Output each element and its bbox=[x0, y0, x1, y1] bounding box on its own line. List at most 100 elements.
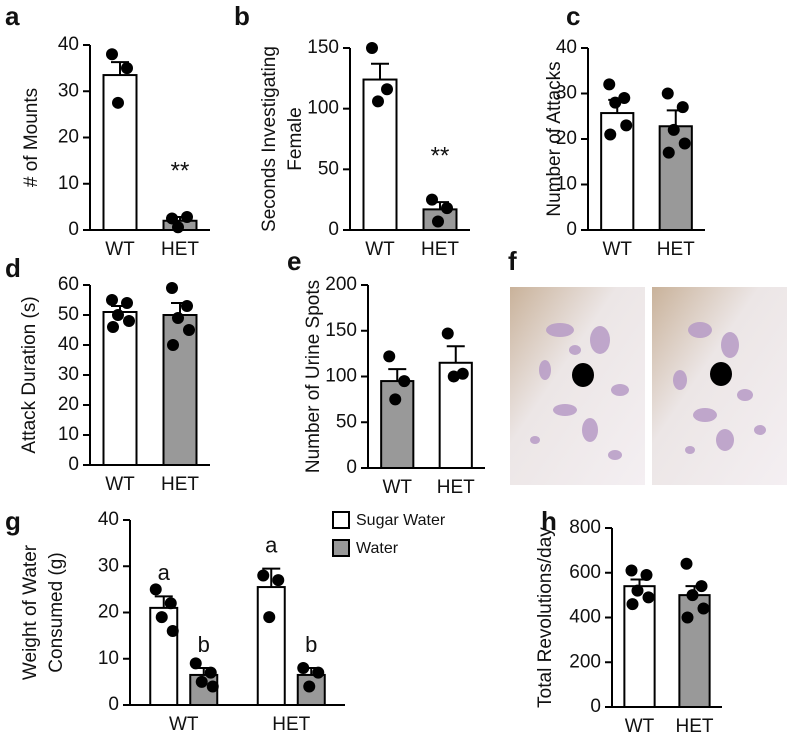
x-tick-label: WT bbox=[169, 714, 199, 735]
data-point bbox=[640, 568, 653, 581]
error-bar bbox=[154, 595, 173, 608]
legend-label: Water bbox=[356, 540, 399, 557]
y-axis-label: Consumed (g) bbox=[46, 552, 67, 672]
x-tick-label: WT bbox=[105, 474, 135, 495]
y-tick-label: 0 bbox=[566, 219, 577, 240]
data-point bbox=[167, 339, 179, 351]
y-tick-label: 0 bbox=[328, 219, 339, 240]
data-point bbox=[603, 78, 616, 91]
x-tick-label: WT bbox=[382, 477, 412, 498]
data-point bbox=[620, 119, 633, 132]
data-point bbox=[667, 123, 680, 136]
y-tick-label: 10 bbox=[58, 424, 79, 445]
y-axis-label: Number of Urine Spots bbox=[303, 280, 324, 473]
y-tick-label: 30 bbox=[98, 555, 119, 576]
panel-label: h bbox=[541, 506, 557, 536]
data-point bbox=[272, 574, 285, 587]
data-point bbox=[662, 146, 675, 159]
data-point bbox=[686, 589, 699, 602]
data-point bbox=[112, 309, 124, 321]
data-point bbox=[447, 370, 460, 383]
data-point bbox=[155, 611, 168, 624]
data-point bbox=[426, 193, 438, 206]
x-tick-label: WT bbox=[625, 716, 655, 737]
y-axis-label: # of Mounts bbox=[21, 88, 42, 187]
y-axis-label: Seconds Investigating bbox=[259, 46, 280, 232]
x-tick-label: HET bbox=[161, 239, 199, 260]
data-point bbox=[609, 96, 622, 109]
y-tick-label: 20 bbox=[58, 127, 79, 148]
x-tick-label: WT bbox=[365, 239, 395, 260]
x-tick-label: HET bbox=[272, 714, 310, 735]
bar bbox=[600, 112, 635, 231]
bar bbox=[102, 311, 138, 466]
y-tick-label: 50 bbox=[58, 304, 79, 325]
y-axis-label: Total Revolutions/day bbox=[535, 527, 556, 708]
y-axis-label: Number of Attacks bbox=[544, 61, 565, 216]
y-tick-label: 50 bbox=[336, 411, 357, 432]
data-point bbox=[195, 675, 208, 688]
y-tick-label: 400 bbox=[569, 607, 601, 628]
value-label: a bbox=[265, 532, 278, 557]
data-point bbox=[642, 591, 655, 604]
y-tick-label: 800 bbox=[569, 517, 601, 538]
y-axis-label: Weight of Water bbox=[20, 544, 41, 680]
data-point bbox=[381, 83, 393, 96]
y-tick-label: 30 bbox=[58, 80, 79, 101]
x-tick-label: HET bbox=[437, 477, 475, 498]
hole bbox=[572, 363, 594, 387]
y-tick-label: 200 bbox=[325, 274, 357, 295]
data-point bbox=[297, 662, 310, 674]
error-bar bbox=[111, 61, 129, 76]
data-point bbox=[456, 367, 469, 380]
panel: a WT HET ** 0 10 20 30 40 # of Mounts bbox=[5, 1, 210, 260]
x-tick-label: WT bbox=[105, 239, 135, 260]
y-tick-label: 30 bbox=[556, 83, 577, 104]
x-tick-label: HET bbox=[676, 716, 714, 737]
value-label: a bbox=[158, 560, 171, 585]
data-point bbox=[383, 350, 396, 363]
data-point bbox=[618, 92, 631, 105]
data-point bbox=[303, 680, 316, 693]
data-point bbox=[372, 95, 384, 108]
error-bar bbox=[388, 368, 407, 382]
y-tick-label: 40 bbox=[58, 34, 79, 55]
data-point bbox=[389, 393, 402, 406]
data-point bbox=[441, 202, 453, 215]
data-point bbox=[121, 297, 133, 309]
data-point bbox=[631, 584, 644, 597]
y-tick-label: 20 bbox=[98, 602, 119, 623]
y-tick-label: 20 bbox=[556, 128, 577, 149]
y-axis-label: Attack Duration (s) bbox=[19, 296, 40, 453]
data-point bbox=[625, 564, 638, 577]
y-tick-label: 10 bbox=[98, 648, 119, 669]
data-point bbox=[366, 42, 378, 54]
y-tick-label: 40 bbox=[556, 37, 577, 58]
value-label: b bbox=[198, 632, 210, 657]
data-point bbox=[257, 569, 270, 582]
legend-swatch bbox=[332, 539, 350, 557]
data-point bbox=[206, 680, 219, 693]
panel-label: a bbox=[5, 1, 20, 31]
x-tick-label: HET bbox=[657, 239, 695, 260]
data-point bbox=[123, 315, 135, 327]
data-point bbox=[626, 598, 639, 611]
data-point bbox=[181, 211, 193, 224]
data-point bbox=[172, 221, 184, 234]
panel: b WT HET ** 0 50 100 150 Seconds Investigating Fe… bbox=[234, 1, 470, 260]
data-point bbox=[189, 657, 202, 670]
panel-label: e bbox=[287, 246, 301, 276]
value-label: b bbox=[305, 632, 317, 657]
error-bar bbox=[446, 345, 465, 363]
annotation: ** bbox=[431, 142, 450, 169]
y-tick-label: 150 bbox=[325, 320, 357, 341]
panel-label: f bbox=[508, 246, 517, 276]
x-tick-label: HET bbox=[421, 239, 459, 260]
data-point bbox=[604, 128, 617, 141]
photo-right bbox=[652, 287, 787, 485]
data-point bbox=[263, 611, 276, 624]
y-tick-label: 200 bbox=[569, 651, 601, 672]
y-tick-label: 10 bbox=[556, 174, 577, 195]
data-point bbox=[166, 212, 178, 225]
